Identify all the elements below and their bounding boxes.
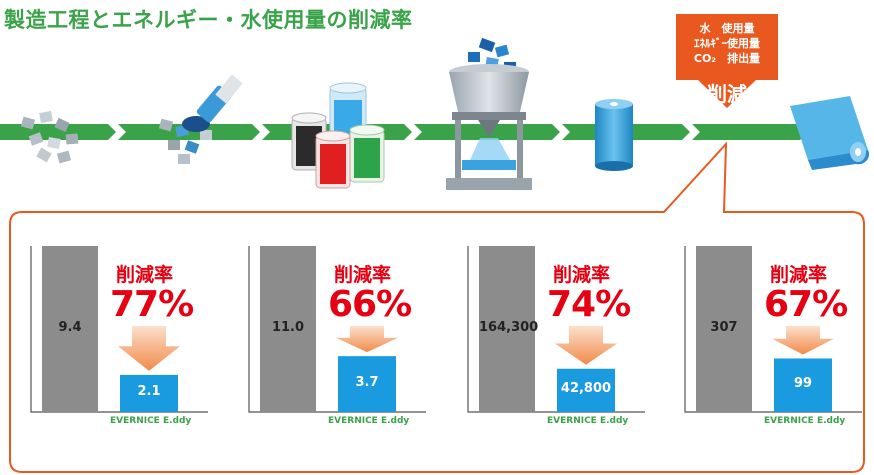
callout-box	[676, 14, 778, 80]
callout-arrow	[698, 80, 756, 108]
reduction-arrow	[336, 326, 398, 353]
process-flow	[0, 37, 870, 190]
reduction-arrow	[772, 326, 834, 355]
fabric-roll-icon	[790, 96, 870, 170]
before-value: 9.4	[58, 320, 82, 335]
reduction-rate-label: 削減率	[770, 264, 828, 286]
color-jars-icon	[291, 82, 385, 189]
before-bar	[42, 246, 98, 412]
before-value: 164,300	[479, 320, 539, 335]
reduction-rate-label: 削減率	[553, 264, 611, 286]
spinning-machine-icon	[446, 37, 532, 190]
after-value: 2.1	[137, 384, 161, 400]
yarn-spool-icon	[595, 99, 633, 171]
panel-chart	[684, 246, 862, 413]
after-value: 42,800	[560, 381, 612, 397]
brand-label: EVERNICE E.ddy	[110, 416, 192, 426]
reduction-callout: 水 使用量 ｴﾈﾙｷﾞｰ使用量 CO₂ 排出量 削減	[676, 14, 778, 108]
callout-water-label: 水 使用量	[699, 22, 755, 35]
panel-chart	[248, 246, 426, 413]
panel-chart	[467, 246, 645, 413]
callout-energy-label: ｴﾈﾙｷﾞｰ使用量	[694, 37, 760, 50]
callout-reduction-label: 削減	[707, 82, 747, 106]
brand-label: EVERNICE E.ddy	[328, 416, 410, 426]
pellets-icon	[20, 111, 79, 164]
brand-label: EVERNICE E.ddy	[547, 416, 629, 426]
reduction-arrow	[118, 326, 180, 371]
reduction-rate-value: 67%	[764, 284, 848, 325]
before-bar	[479, 246, 535, 412]
reduction-rate-value: 77%	[110, 284, 194, 325]
before-value: 307	[710, 320, 738, 335]
after-bar	[338, 356, 396, 412]
comparison-panel: 11.0 3.7 削減率 66% EVERNICE E.ddy	[248, 240, 433, 430]
after-bar	[774, 358, 832, 412]
after-value: 99	[793, 376, 813, 392]
comparison-panel: 307 99 削減率 67% EVERNICE E.ddy	[684, 240, 869, 430]
before-value: 11.0	[271, 320, 305, 335]
reduction-rate-label: 削減率	[334, 264, 392, 286]
after-bar	[120, 374, 178, 412]
panel-chart	[30, 246, 208, 413]
reduction-rate-value: 74%	[547, 284, 631, 325]
after-value: 3.7	[355, 375, 379, 391]
reduction-arrow	[555, 326, 617, 365]
comparison-panel: 9.4 2.1 削減率 77% EVERNICE E.ddy	[30, 240, 215, 430]
after-bar	[557, 368, 615, 412]
dye-tube-icon	[158, 74, 243, 164]
before-bar	[696, 246, 752, 412]
before-bar	[260, 246, 316, 412]
reduction-rate-label: 削減率	[116, 264, 174, 286]
comparison-panel: 164,300 42,800 削減率 74% EVERNICE E.ddy	[467, 240, 652, 430]
callout-co2-label: CO₂ 排出量	[693, 52, 761, 65]
reduction-rate-value: 66%	[328, 284, 412, 325]
brand-label: EVERNICE E.ddy	[764, 416, 846, 426]
page-title: 製造工程とエネルギー・水使用量の削減率	[4, 8, 413, 32]
